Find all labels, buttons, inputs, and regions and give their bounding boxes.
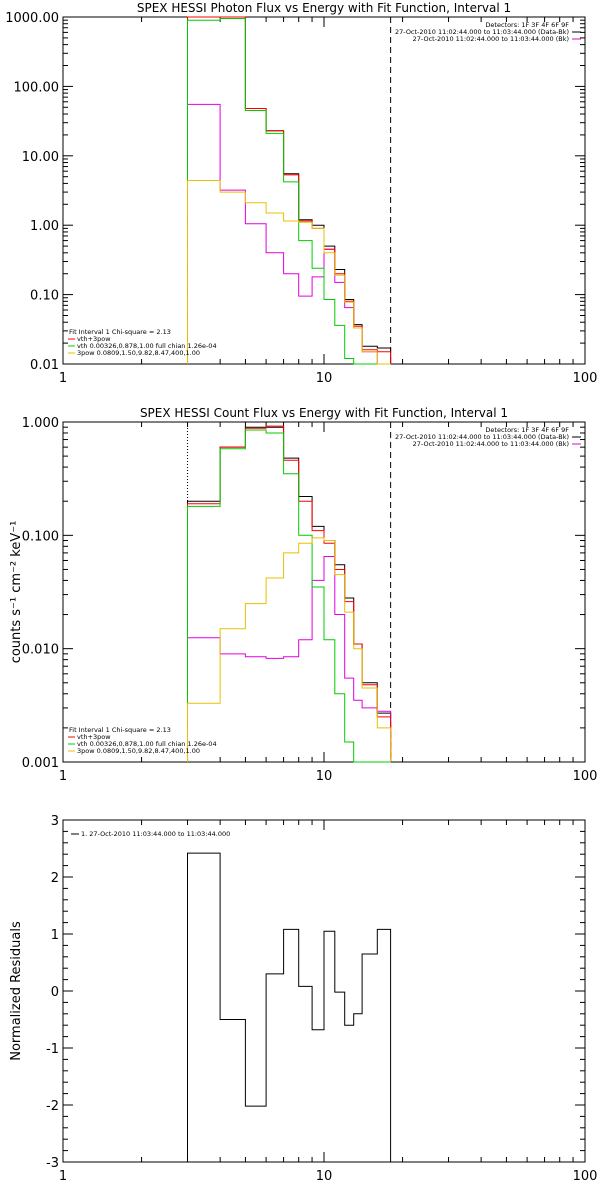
chart-1-series-bk <box>187 556 392 762</box>
chart-2-y-tick-label: 2 <box>51 871 59 886</box>
chart-0-y-tick-label: 1000.00 <box>5 11 59 26</box>
chart-0-series-vth <box>187 18 391 365</box>
chart-0-legend-right-line: 27-Oct-2010 11:02:44.000 to 11:03:44.000… <box>395 28 569 36</box>
chart-1-legend-left-line: 3pow 0.0809,1.50,9.82,8.47,400,1.00 <box>77 747 200 755</box>
chart-1-x-tick-label: 10 <box>316 769 333 784</box>
chart-2-x-tick-label: 1 <box>59 1169 67 1184</box>
chart-2-y-tick-label: -1 <box>46 1042 59 1057</box>
chart-1-legend-right-line: 27-Oct-2010 11:02:44.000 to 11:03:44.000… <box>395 433 569 441</box>
chart-2-y-tick-label: 0 <box>51 985 59 1000</box>
chart-0-x-tick-label: 10 <box>316 371 333 386</box>
chart-1-title: SPEX HESSI Count Flux vs Energy with Fit… <box>140 406 508 420</box>
chart-2-y-tick-label: 3 <box>51 814 59 829</box>
chart-1-x-tick-label: 1 <box>59 769 67 784</box>
chart-0-y-tick-label: 10.00 <box>22 150 59 165</box>
chart-0-y-tick-label: 0.10 <box>30 289 59 304</box>
chart-2-y-tick-label: -2 <box>46 1099 59 1114</box>
chart-0-x-tick-label: 1 <box>59 371 67 386</box>
chart-1-y-tick-label: 0.001 <box>22 756 59 771</box>
chart-2-y-tick-label: -3 <box>46 1156 59 1171</box>
chart-1-x-tick-label: 100 <box>573 769 598 784</box>
chart-1-legend-left-line: Fit Interval 1 Chi-square = 2.13 <box>69 726 171 734</box>
chart-1-series-vth <box>187 429 391 763</box>
chart-1-legend-right-line: Detectors: 1F 3F 4F 6F 9F <box>485 426 569 434</box>
chart-2-x-tick-label: 100 <box>573 1169 598 1184</box>
chart-1-legend-left-line: vth+3pow <box>77 733 111 741</box>
chart-0-title: SPEX HESSI Photon Flux vs Energy with Fi… <box>137 1 511 15</box>
chart-0-y-tick-label: 100.00 <box>14 80 60 95</box>
chart-0-series-vth-3pow <box>187 16 392 364</box>
chart-1-legend-right-line: 27-Oct-2010 11:02:44.000 to 11:03:44.000… <box>413 440 569 448</box>
chart-0-y-tick-label: 1.00 <box>30 219 59 234</box>
chart-2-x-tick-label: 10 <box>316 1169 333 1184</box>
chart-0-legend-left-line: Fit Interval 1 Chi-square = 2.13 <box>69 328 171 336</box>
chart-0-legend-left-line: 3pow 0.0809,1.50,9.82,8.47,400,1.00 <box>77 349 200 357</box>
chart-2-legend-left-line: 1. 27-Oct-2010 11:03:44.000 to 11:03:44.… <box>81 830 230 838</box>
chart-1-y-tick-label: 1.000 <box>22 416 59 431</box>
chart-1-legend-left-line: vth 0.00326,0.878,1.00 full chian 1.26e-… <box>77 740 217 748</box>
chart-2-y-tick-label: 1 <box>51 928 59 943</box>
chart-0-plot-frame <box>62 16 586 365</box>
chart-1-series-data-bk <box>187 426 392 762</box>
chart-0-legend-right-line: 27-Oct-2010 11:02:44.000 to 11:03:44.000… <box>413 35 569 43</box>
chart-2-y-axis-label: Normalized Residuals <box>9 921 24 1061</box>
chart-0-legend-left-line: vth+3pow <box>77 335 111 343</box>
chart-1-y-tick-label: 0.100 <box>22 529 59 544</box>
chart-1-series-3pow <box>187 537 392 762</box>
chart-2-series-residuals <box>187 852 392 1162</box>
chart-0-legend-right-line: Detectors: 1F 3F 4F 6F 9F <box>485 21 569 29</box>
chart-0-legend-left-line: vth 0.00326,0.878,1.00 full chian 1.26e-… <box>77 342 217 350</box>
chart-0-y-tick-label: 0.01 <box>30 358 59 373</box>
chart-1-y-tick-label: 0.010 <box>22 643 59 658</box>
chart-0-series-data-bk <box>187 16 392 364</box>
chart-1-series-vth-3pow <box>187 425 392 762</box>
chart-0-x-tick-label: 100 <box>573 371 598 386</box>
chart-1-y-axis-label: counts s⁻¹ cm⁻² keV⁻¹ <box>9 521 24 664</box>
chart-0-series-3pow <box>187 180 391 365</box>
